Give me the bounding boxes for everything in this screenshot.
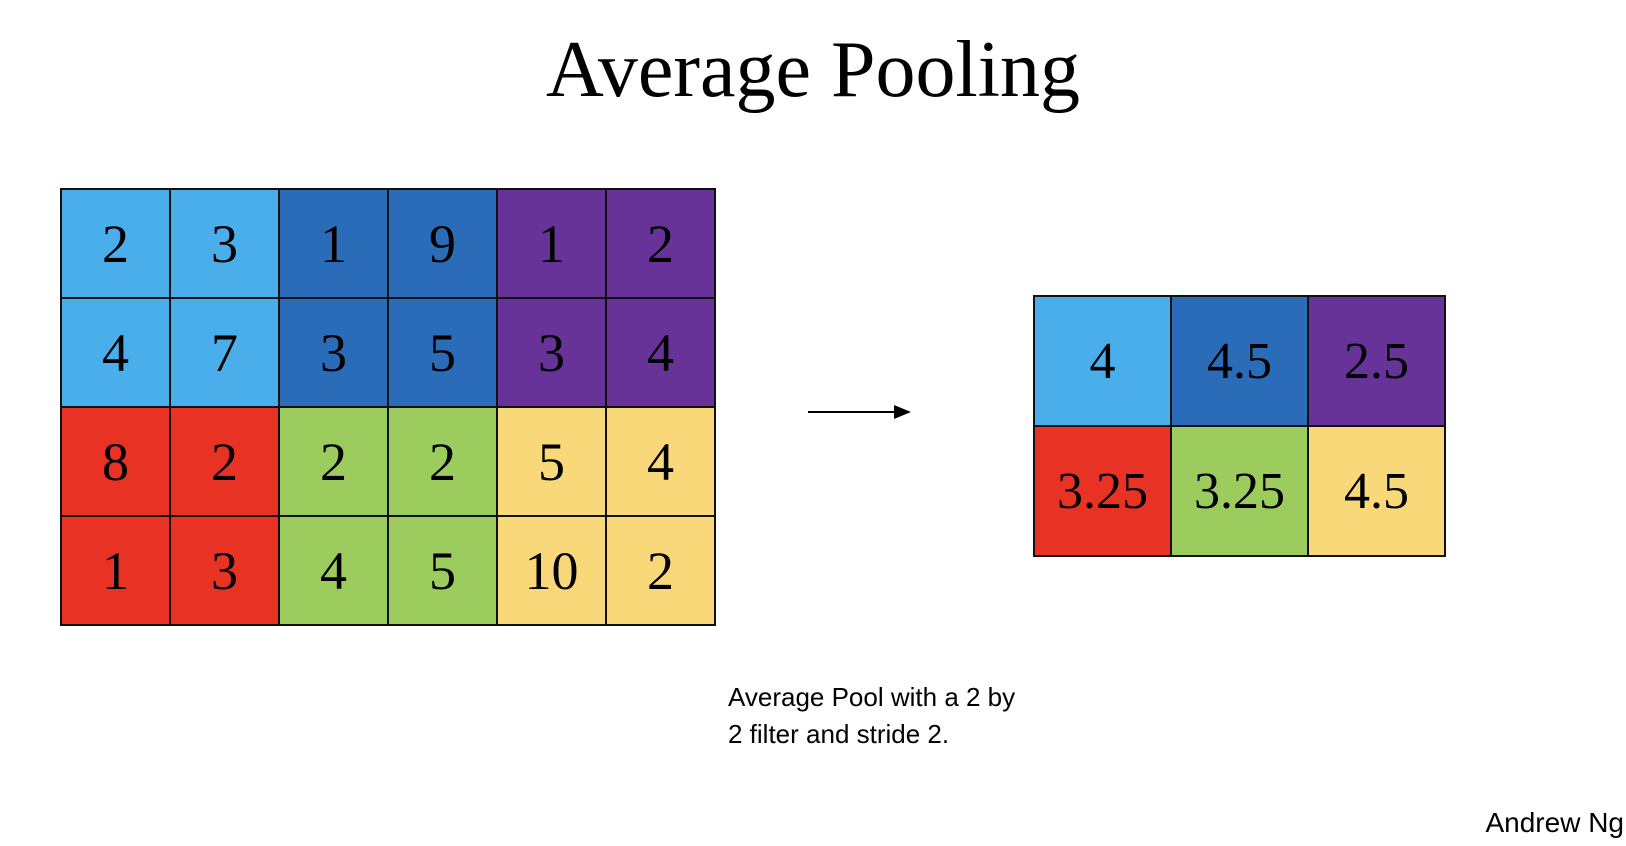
input-cell: 3 — [278, 297, 389, 408]
input-cell: 4 — [60, 297, 171, 408]
output-row: 3.25 3.25 4.5 — [1033, 425, 1446, 557]
author-name: Andrew Ng — [1485, 807, 1624, 838]
input-cell: 2 — [169, 406, 280, 517]
output-cell: 4 — [1033, 295, 1172, 427]
input-cell: 1 — [278, 188, 389, 299]
output-cell: 2.5 — [1307, 295, 1446, 427]
input-matrix: 2 3 1 9 1 2 4 7 3 5 3 4 8 2 2 2 5 4 1 3 4 5 10 2 — [60, 188, 716, 626]
right-arrow-icon — [808, 405, 911, 419]
input-cell: 2 — [605, 188, 716, 299]
input-cell: 2 — [605, 515, 716, 626]
input-cell: 4 — [278, 515, 389, 626]
input-cell: 10 — [496, 515, 607, 626]
input-cell: 9 — [387, 188, 498, 299]
input-cell: 2 — [60, 188, 171, 299]
page-title: Average Pooling — [546, 26, 1080, 114]
caption: Average Pool with a 2 by 2 filter and st… — [728, 679, 1015, 753]
input-cell: 5 — [496, 406, 607, 517]
input-cell: 5 — [387, 297, 498, 408]
input-row: 1 3 4 5 10 2 — [60, 515, 716, 626]
input-cell: 3 — [169, 188, 280, 299]
input-cell: 2 — [387, 406, 498, 517]
output-cell: 3.25 — [1033, 425, 1172, 557]
input-cell: 4 — [605, 297, 716, 408]
input-cell: 2 — [278, 406, 389, 517]
output-cell: 4.5 — [1170, 295, 1309, 427]
output-matrix: 4 4.5 2.5 3.25 3.25 4.5 — [1033, 295, 1446, 557]
caption-line-2: 2 filter and stride 2. — [728, 719, 950, 749]
input-cell: 1 — [496, 188, 607, 299]
output-cell: 3.25 — [1170, 425, 1309, 557]
caption-line-1: Average Pool with a 2 by — [728, 682, 1016, 712]
output-cell: 4.5 — [1307, 425, 1446, 557]
input-cell: 3 — [169, 515, 280, 626]
input-cell: 7 — [169, 297, 280, 408]
input-cell: 4 — [605, 406, 716, 517]
output-row: 4 4.5 2.5 — [1033, 295, 1446, 427]
input-cell: 5 — [387, 515, 498, 626]
input-cell: 3 — [496, 297, 607, 408]
input-cell: 1 — [60, 515, 171, 626]
input-cell: 8 — [60, 406, 171, 517]
